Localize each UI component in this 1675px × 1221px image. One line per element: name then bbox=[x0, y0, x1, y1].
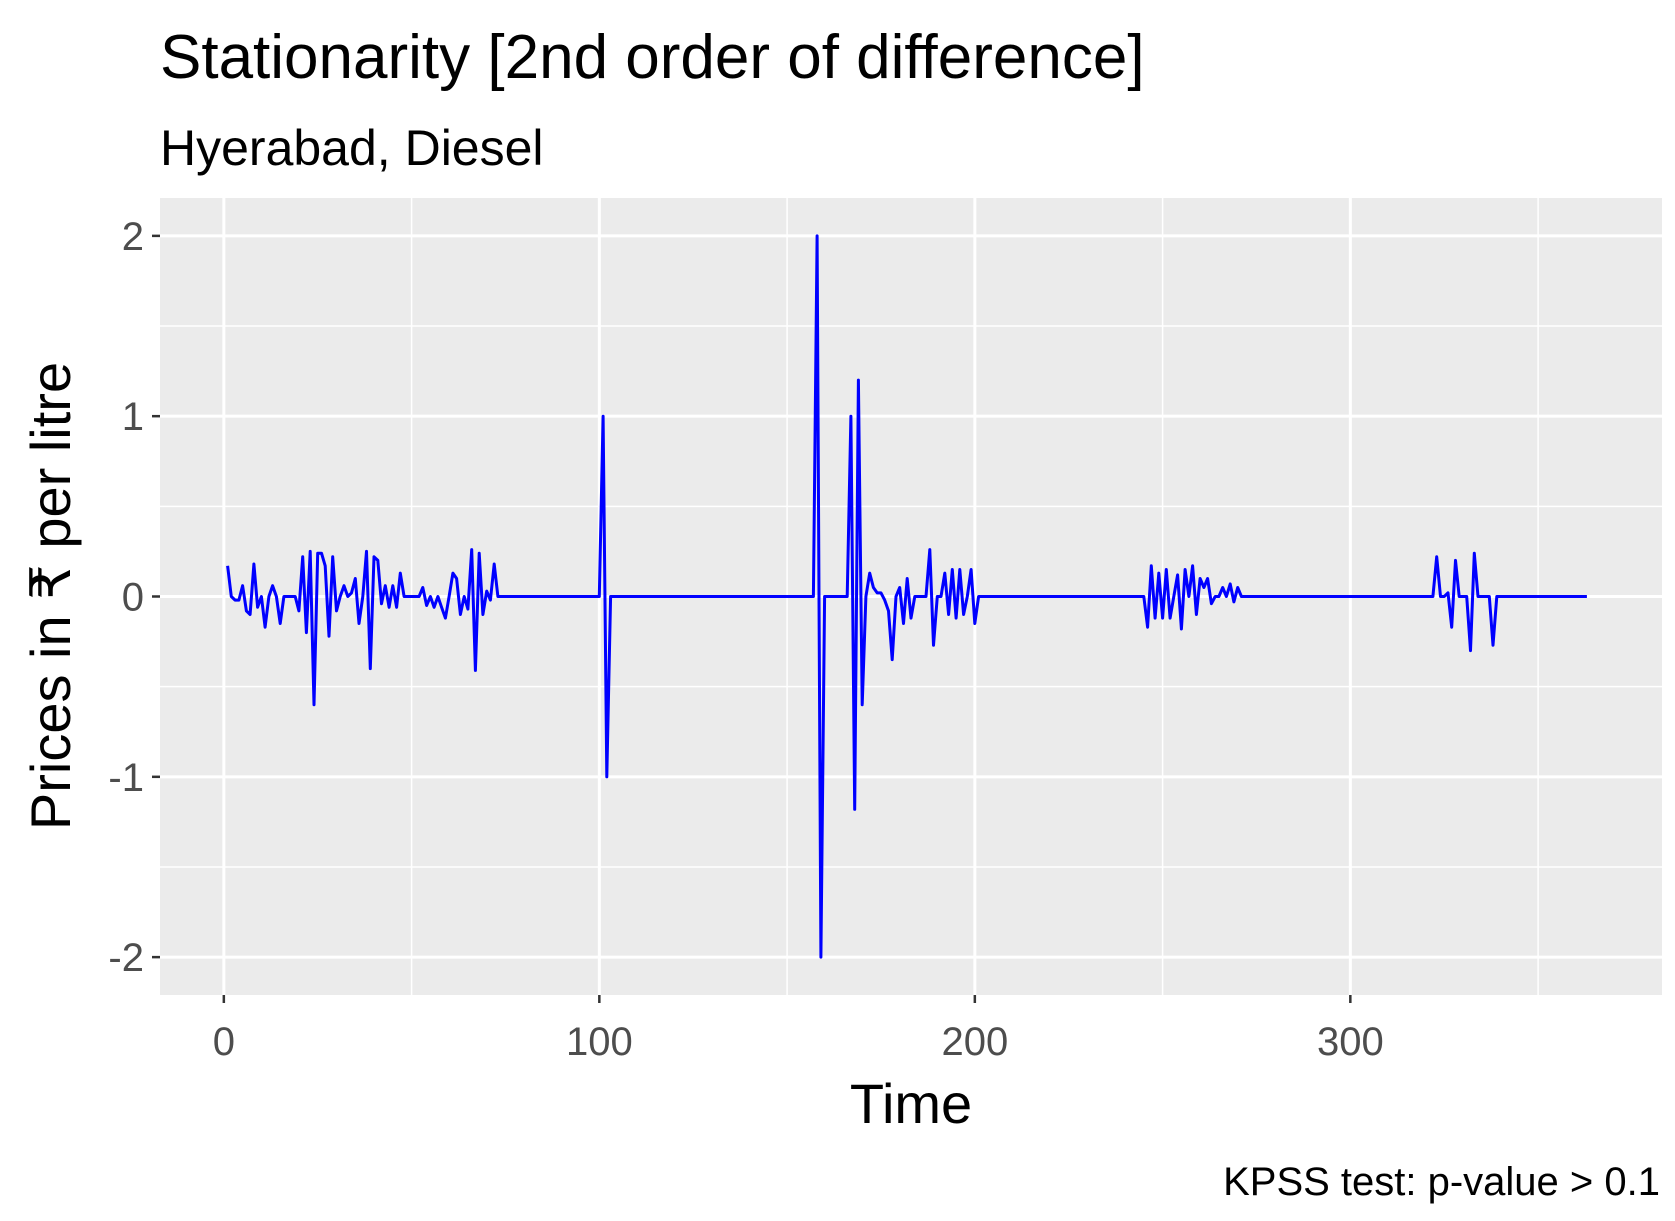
y-tick-labels: -2 -1 0 1 2 bbox=[108, 215, 144, 980]
x-tick-label: 100 bbox=[566, 1020, 633, 1064]
x-tick-label: 0 bbox=[213, 1020, 235, 1064]
x-tick-label: 300 bbox=[1317, 1020, 1384, 1064]
y-tick-label: 2 bbox=[122, 215, 144, 259]
chart-title: Stationarity [2nd order of difference] bbox=[160, 23, 1145, 92]
y-tick-label: 1 bbox=[122, 395, 144, 439]
chart-subtitle: Hyerabad, Diesel bbox=[160, 120, 544, 176]
x-tick-labels: 0 100 200 300 bbox=[213, 1020, 1384, 1064]
y-axis-label: Prices in ₹ per litre bbox=[19, 362, 82, 830]
x-tick-label: 200 bbox=[941, 1020, 1008, 1064]
chart-caption: KPSS test: p-value > 0.1 bbox=[1223, 1160, 1660, 1204]
y-tick-label: 0 bbox=[122, 576, 144, 620]
y-tick-label: -1 bbox=[108, 756, 144, 800]
y-tick-label: -2 bbox=[108, 936, 144, 980]
x-axis-label: Time bbox=[850, 1072, 972, 1135]
axis-ticks bbox=[152, 234, 1352, 1003]
series-line bbox=[226, 234, 1587, 959]
